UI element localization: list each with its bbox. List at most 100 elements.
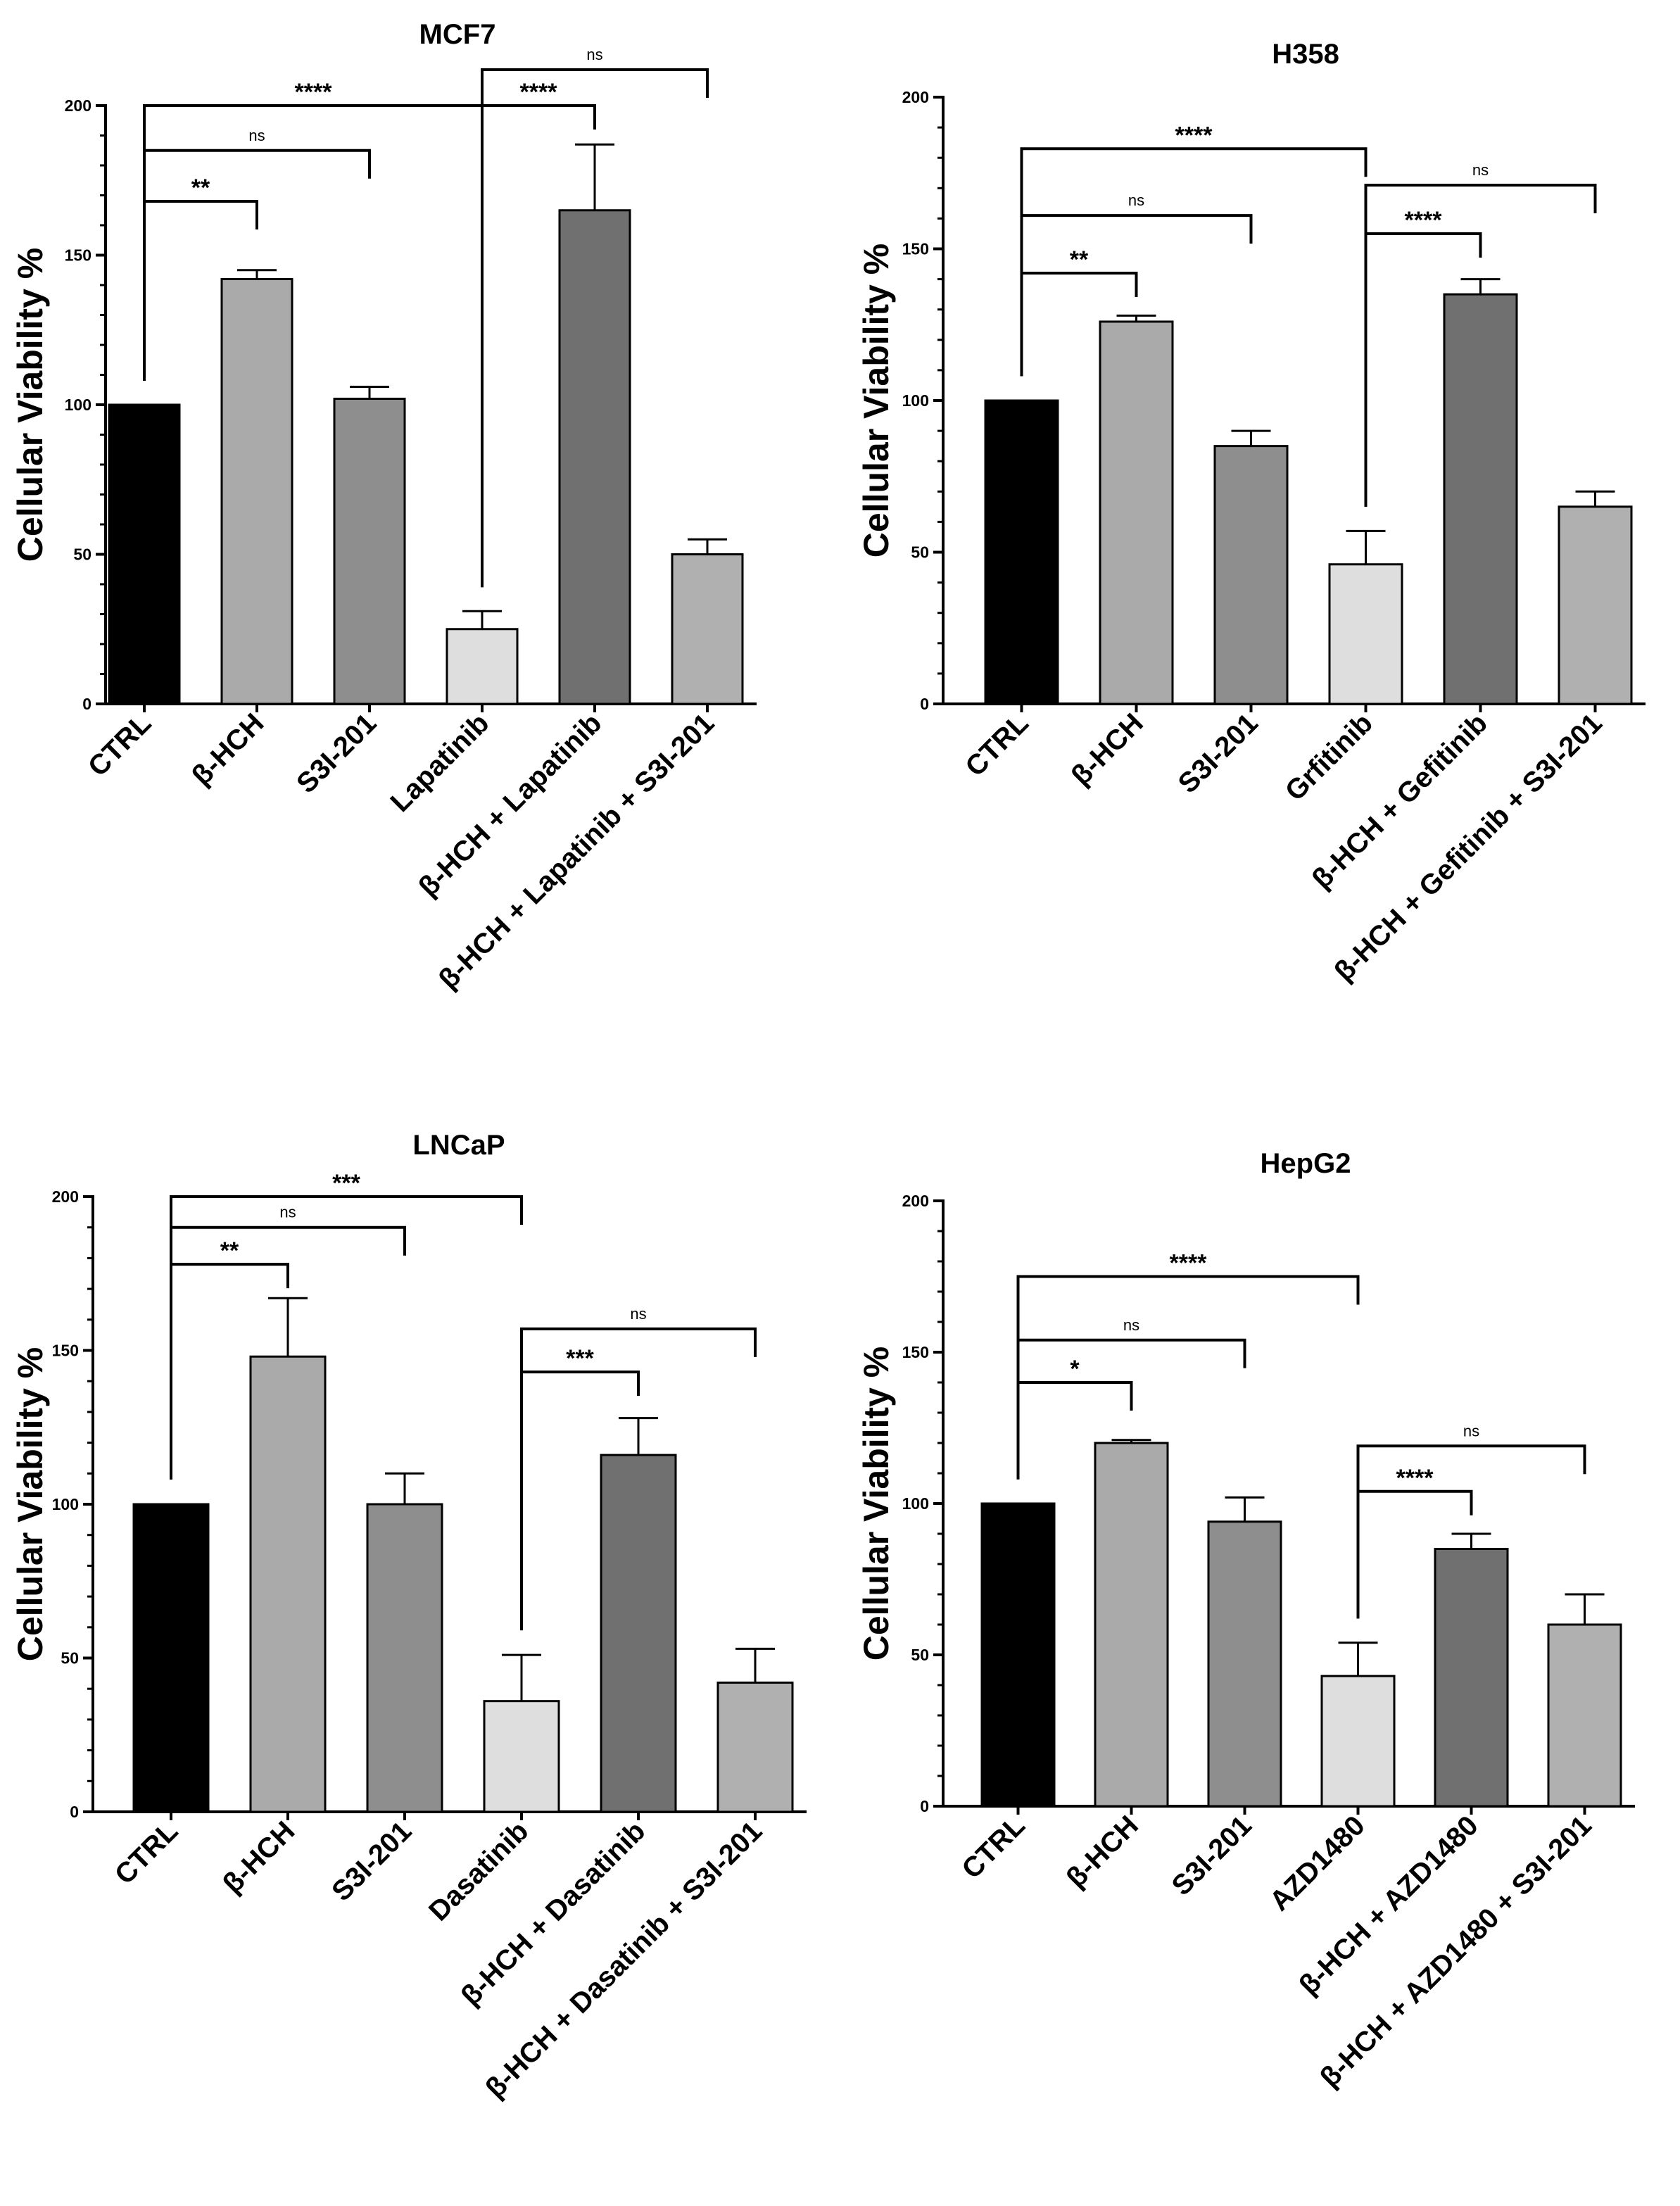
significance-label-2: **	[220, 1237, 239, 1264]
x-tick-label-0: CTRL	[109, 1815, 184, 1891]
significance-bracket-2	[170, 1263, 289, 1480]
x-tick-label-3: AZD1480	[1264, 1810, 1371, 1917]
bar-3	[1320, 1675, 1396, 1808]
y-tick-label: 0	[920, 1797, 929, 1815]
significance-bracket-4	[520, 1370, 640, 1631]
y-tick-label: 0	[82, 695, 91, 713]
significance-label-4: ****	[520, 79, 558, 106]
x-tick-label-3: Grfitinib	[1280, 707, 1379, 807]
significance-label-1: ns	[279, 1204, 296, 1221]
significance-bracket-4	[1364, 232, 1482, 507]
bar-0	[108, 403, 181, 705]
chart-title: LNCaP	[412, 1130, 505, 1161]
bar-0	[132, 1503, 210, 1813]
bar-2	[333, 398, 406, 705]
bar-4	[558, 209, 631, 705]
chart-panel-lncap: LNCaP Cellular Viability % 0 50 100 150 200 CTR…	[11, 1130, 807, 2104]
bar-5	[1558, 505, 1633, 705]
chart-title: HepG2	[1261, 1148, 1351, 1179]
significance-label-4: ****	[1405, 207, 1443, 234]
y-tick-label: 50	[61, 1649, 79, 1668]
x-tick-label-4: β-HCH + Lapatinib	[412, 707, 607, 902]
y-tick-label: 200	[902, 88, 929, 106]
significance-label-3: ns	[1472, 161, 1489, 179]
significance-bracket-0	[1016, 1275, 1360, 1480]
significance-label-0: ****	[295, 79, 333, 106]
bar-5	[671, 553, 744, 705]
bar-3	[446, 628, 519, 705]
significance-label-0: ****	[1175, 122, 1213, 149]
bar-5	[1547, 1623, 1622, 1808]
y-tick-label: 200	[52, 1187, 79, 1206]
y-axis-label: Cellular Viability %	[857, 1347, 896, 1660]
y-tick-label: 100	[52, 1495, 79, 1513]
x-tick-label-2: S3I-201	[291, 707, 382, 799]
y-tick-label: 100	[902, 1494, 929, 1513]
y-tick-label: 50	[911, 543, 929, 562]
significance-label-2: *	[1070, 1356, 1080, 1382]
bar-5	[716, 1681, 794, 1813]
y-tick-label: 0	[920, 695, 929, 713]
significance-bracket-0	[143, 104, 484, 381]
y-axis-label: Cellular Viability %	[857, 244, 896, 557]
significance-bracket-4	[481, 104, 596, 588]
significance-label-3: ns	[1463, 1422, 1479, 1439]
chart-panel-hepg2: HepG2 Cellular Viability % 0 50 100 150 200 CTR…	[857, 1148, 1635, 2093]
bar-4	[1443, 293, 1518, 705]
bar-1	[1094, 1442, 1169, 1808]
x-tick-label-3: Dasatinib	[423, 1815, 534, 1927]
x-tick-label-1: β-HCH	[1066, 707, 1149, 791]
y-tick-label: 50	[911, 1646, 929, 1664]
x-tick-label-2: S3I-201	[326, 1815, 417, 1907]
y-tick-label: 150	[902, 1343, 929, 1361]
significance-label-3: ns	[630, 1305, 646, 1323]
bar-3	[483, 1700, 560, 1813]
significance-label-2: **	[191, 175, 210, 201]
significance-label-1: ns	[248, 127, 265, 144]
y-axis-label: Cellular Viability %	[11, 1347, 50, 1661]
y-tick-label: 150	[902, 240, 929, 258]
chart-panel-mcf7: MCF7 Cellular Viability % 0 50 100 150 200 CTRL…	[11, 19, 757, 995]
bar-4	[1434, 1548, 1509, 1808]
y-tick-label: 50	[73, 546, 91, 564]
y-tick-label: 150	[52, 1342, 79, 1360]
bar-0	[980, 1502, 1056, 1808]
bar-2	[1207, 1520, 1282, 1808]
chart-panel-h358: H358 Cellular Viability % 0 50 100 150 200 CTRL…	[857, 39, 1646, 988]
y-tick-label: 0	[70, 1803, 79, 1821]
significance-label-4: ****	[1396, 1465, 1434, 1492]
x-tick-label-1: β-HCH	[1061, 1810, 1144, 1893]
significance-label-1: ns	[1123, 1316, 1139, 1334]
chart-title: H358	[1272, 39, 1339, 70]
bar-4	[600, 1454, 677, 1813]
significance-label-4: ***	[566, 1345, 594, 1372]
bar-1	[1099, 320, 1174, 705]
significance-label-2: **	[1070, 246, 1089, 273]
y-tick-label: 100	[902, 391, 929, 410]
x-tick-label-2: S3I-201	[1173, 707, 1264, 799]
bar-3	[1328, 563, 1403, 705]
y-axis-label: Cellular Viability %	[11, 248, 50, 562]
significance-label-3: ns	[586, 46, 602, 63]
significance-bracket-2	[143, 200, 258, 381]
significance-label-0: ****	[1170, 1250, 1208, 1277]
x-tick-label-3: Lapatinib	[385, 707, 495, 818]
x-tick-label-1: β-HCH	[217, 1815, 301, 1899]
bar-1	[220, 278, 293, 705]
chart-title: MCF7	[419, 19, 496, 50]
bar-1	[249, 1355, 327, 1813]
significance-bracket-2	[1020, 271, 1138, 377]
significance-bracket-2	[1016, 1381, 1133, 1480]
significance-label-0: ***	[332, 1170, 360, 1197]
x-tick-label-0: CTRL	[956, 1810, 1031, 1885]
bar-2	[1213, 445, 1289, 705]
y-tick-label: 200	[65, 96, 91, 115]
x-tick-label-0: CTRL	[959, 707, 1035, 783]
significance-label-1: ns	[1128, 191, 1144, 209]
x-tick-label-2: S3I-201	[1166, 1810, 1258, 1901]
y-tick-label: 100	[65, 396, 91, 414]
y-tick-label: 200	[902, 1192, 929, 1210]
x-tick-label-0: CTRL	[82, 707, 158, 783]
x-tick-label-1: β-HCH	[186, 707, 270, 791]
